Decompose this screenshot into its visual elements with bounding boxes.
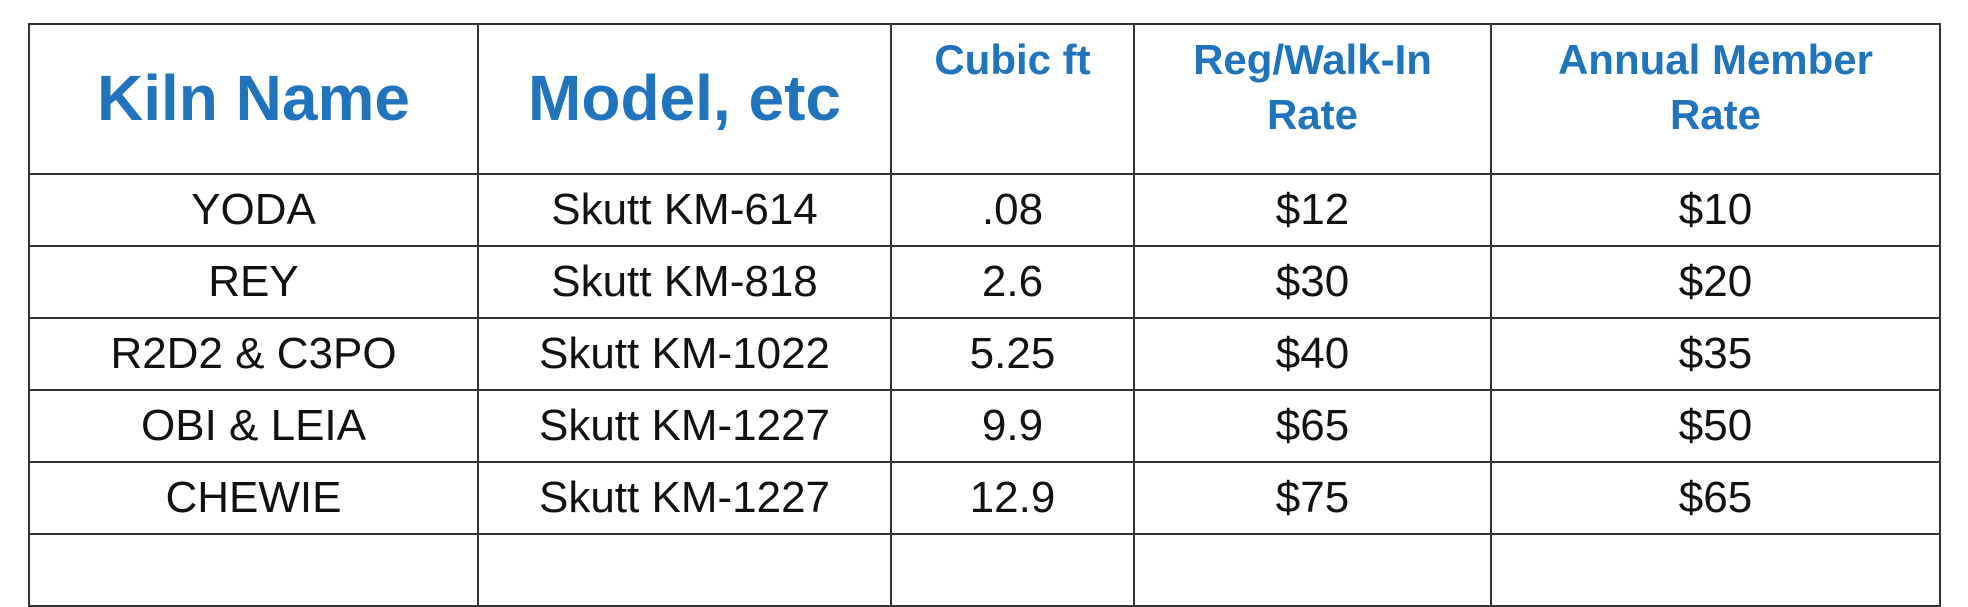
table-row: R2D2 & C3PO Skutt KM-1022 5.25 $40 $35 bbox=[28, 317, 1941, 391]
table-row: REY Skutt KM-818 2.6 $30 $20 bbox=[28, 245, 1941, 319]
table-body: YODA Skutt KM-614.08 $12 $10 REY Skutt KM-818… bbox=[28, 173, 1941, 607]
header-cell: Kiln Name bbox=[28, 23, 479, 175]
header-cell: Reg/Walk-In Rate bbox=[1133, 23, 1492, 175]
table-row bbox=[28, 533, 1941, 607]
header-cell: Model, etc bbox=[477, 23, 892, 175]
table-cell: R2D2 & C3PO bbox=[28, 317, 479, 391]
table-cell: Skutt KM-614 bbox=[477, 173, 892, 247]
table-cell: Skutt KM-1227 bbox=[477, 461, 892, 535]
kiln-table: Kiln Name Model, etc Cubic ft Reg/Walk-I… bbox=[28, 23, 1941, 607]
table-cell: 5.25 bbox=[890, 317, 1135, 391]
table-cell bbox=[28, 533, 479, 607]
table-cell bbox=[1133, 533, 1492, 607]
table-row: YODA Skutt KM-614.08 $12 $10 bbox=[28, 173, 1941, 247]
table-cell: $30 bbox=[1133, 245, 1492, 319]
table-cell bbox=[1490, 533, 1941, 607]
header-cell: Cubic ft bbox=[890, 23, 1135, 175]
table-cell: 2.6 bbox=[890, 245, 1135, 319]
table-cell: $35 bbox=[1490, 317, 1941, 391]
table-cell: Skutt KM-1022 bbox=[477, 317, 892, 391]
table-cell bbox=[890, 533, 1135, 607]
table-cell: $75 bbox=[1133, 461, 1492, 535]
table-cell: $40 bbox=[1133, 317, 1492, 391]
header-cell: Annual Member Rate bbox=[1490, 23, 1941, 175]
table-cell: CHEWIE bbox=[28, 461, 479, 535]
table-cell: 9.9 bbox=[890, 389, 1135, 463]
table-cell: $12 bbox=[1133, 173, 1492, 247]
table-cell: $20 bbox=[1490, 245, 1941, 319]
table-cell: $50 bbox=[1490, 389, 1941, 463]
page: Kiln Name Model, etc Cubic ft Reg/Walk-I… bbox=[28, 23, 1941, 607]
table-cell: OBI & LEIA bbox=[28, 389, 479, 463]
table-cell: $65 bbox=[1490, 461, 1941, 535]
table-cell bbox=[477, 533, 892, 607]
table-cell: Skutt KM-1227 bbox=[477, 389, 892, 463]
table-cell: .08 bbox=[890, 173, 1135, 247]
table-cell: 12.9 bbox=[890, 461, 1135, 535]
table-row: OBI & LEIA Skutt KM-1227 9.9 $65 $50 bbox=[28, 389, 1941, 463]
table-cell: $65 bbox=[1133, 389, 1492, 463]
table-cell: REY bbox=[28, 245, 479, 319]
table-cell: YODA bbox=[28, 173, 479, 247]
table-cell: $10 bbox=[1490, 173, 1941, 247]
table-cell: Skutt KM-818 bbox=[477, 245, 892, 319]
header-row: Kiln Name Model, etc Cubic ft Reg/Walk-I… bbox=[28, 23, 1941, 175]
table-row: CHEWIE Skutt KM-1227 12.9 $75 $65 bbox=[28, 461, 1941, 535]
